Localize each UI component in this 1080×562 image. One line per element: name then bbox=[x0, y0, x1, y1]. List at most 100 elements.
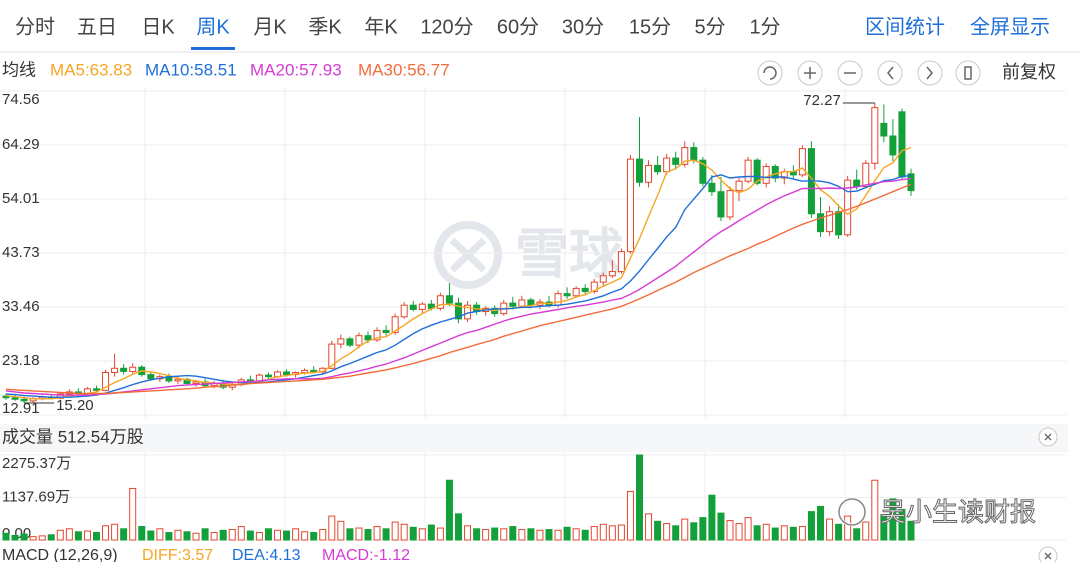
volume-bar bbox=[699, 517, 707, 541]
tab[interactable]: 30分 bbox=[562, 15, 604, 38]
volume-bar bbox=[455, 513, 462, 541]
candle-body bbox=[835, 211, 843, 236]
close-macd[interactable] bbox=[1038, 546, 1058, 562]
volume-bar bbox=[871, 479, 879, 541]
candle-body bbox=[599, 275, 607, 283]
credit: 吴小生读财报 bbox=[837, 496, 1037, 527]
tab[interactable]: 60分 bbox=[497, 15, 539, 38]
tab[interactable]: 1分 bbox=[749, 15, 780, 38]
volume-bar bbox=[889, 498, 897, 541]
volume-bar bbox=[880, 514, 888, 541]
volume-bar bbox=[907, 520, 915, 541]
tab[interactable]: 15分 bbox=[629, 15, 671, 38]
volume-bar bbox=[11, 535, 19, 541]
volume-bar bbox=[554, 529, 562, 541]
right-button[interactable] bbox=[917, 60, 943, 86]
candle-body bbox=[20, 398, 28, 402]
volume-bar bbox=[373, 526, 381, 541]
volume-bar bbox=[201, 528, 209, 541]
candle-body bbox=[636, 158, 643, 183]
tab[interactable]: 周K bbox=[196, 16, 230, 38]
volume-bar bbox=[509, 526, 517, 541]
volume-bar bbox=[74, 531, 82, 541]
macd-item: DEA:4.13 bbox=[232, 547, 301, 562]
volume-bar bbox=[328, 515, 336, 541]
candle-body bbox=[817, 213, 824, 233]
candle-body bbox=[174, 378, 182, 382]
volume-bar bbox=[283, 530, 291, 541]
candle-body bbox=[563, 293, 571, 297]
volume-bar bbox=[617, 524, 625, 541]
candle-body bbox=[853, 179, 861, 187]
volume-bar bbox=[690, 522, 698, 541]
action[interactable]: 全屏显示 bbox=[970, 15, 1050, 38]
candle-button[interactable] bbox=[955, 60, 981, 86]
candle-body bbox=[617, 251, 625, 273]
candle-body bbox=[590, 281, 598, 293]
legend-entry: MA5:63.83 bbox=[50, 60, 132, 79]
volume-bar bbox=[862, 521, 870, 541]
volume-bar bbox=[400, 523, 408, 541]
candle-body bbox=[346, 338, 354, 346]
volume-bar bbox=[210, 532, 218, 541]
tab[interactable]: 年K bbox=[364, 15, 398, 38]
volume-bar bbox=[147, 530, 155, 541]
candle-body bbox=[889, 135, 897, 156]
volume-bar bbox=[500, 528, 508, 541]
volume-bar bbox=[120, 528, 128, 541]
action[interactable]: 区间统计 bbox=[865, 15, 945, 38]
volume-bar bbox=[563, 526, 571, 541]
volume-bar bbox=[129, 487, 137, 541]
volume-bar bbox=[228, 529, 236, 541]
candle-body bbox=[192, 381, 200, 385]
candle-body bbox=[111, 367, 119, 373]
volume-bar bbox=[826, 518, 834, 541]
volume-bar bbox=[138, 526, 146, 541]
volume-bar bbox=[572, 528, 580, 541]
candle-body bbox=[373, 329, 381, 341]
candle-body bbox=[654, 164, 662, 173]
volume-bar bbox=[56, 529, 64, 541]
volume-bar bbox=[753, 525, 761, 541]
tab[interactable]: 日K bbox=[141, 16, 175, 38]
volume-bar bbox=[355, 527, 363, 541]
volume-bar bbox=[301, 531, 309, 541]
candle-body bbox=[102, 371, 110, 391]
tab[interactable]: 120分 bbox=[420, 15, 473, 38]
volume-bar bbox=[708, 494, 716, 541]
candle-body bbox=[717, 191, 725, 218]
annotation: 15.20 bbox=[56, 397, 94, 414]
candle-body bbox=[826, 211, 834, 233]
volume-bar bbox=[427, 524, 435, 541]
tab[interactable]: 分时 bbox=[15, 15, 55, 38]
adjust-mode[interactable]: 前复权 bbox=[1002, 62, 1056, 82]
tab[interactable]: 季K bbox=[308, 15, 342, 38]
toolbar-icons bbox=[757, 60, 1058, 562]
volume-bar bbox=[219, 529, 227, 541]
volume-bar bbox=[898, 508, 906, 541]
volume-bar bbox=[174, 529, 182, 541]
macd-label: MACD (12,26,9) bbox=[2, 547, 118, 562]
y-tick-label: 74.56 bbox=[2, 91, 40, 108]
volume-bar bbox=[111, 523, 119, 541]
left-button[interactable] bbox=[877, 60, 903, 86]
volume-bar bbox=[518, 529, 526, 541]
volume-bar bbox=[346, 528, 354, 541]
candle-body bbox=[509, 302, 517, 307]
candle-body bbox=[283, 371, 291, 376]
candle-body bbox=[690, 147, 698, 161]
candle-body bbox=[436, 295, 444, 309]
ma-line bbox=[5, 146, 912, 400]
volume-bar bbox=[780, 525, 788, 541]
undo-button[interactable] bbox=[757, 60, 783, 86]
volume-bar bbox=[382, 528, 390, 541]
candle-body bbox=[762, 165, 770, 184]
tab[interactable]: 月K bbox=[253, 16, 287, 38]
tab[interactable]: 5分 bbox=[694, 15, 725, 38]
tab[interactable]: 五日 bbox=[77, 16, 117, 38]
volume-bar bbox=[65, 528, 73, 541]
volume-bar bbox=[672, 525, 680, 541]
candle-body bbox=[572, 287, 580, 297]
candle-body bbox=[418, 303, 426, 310]
